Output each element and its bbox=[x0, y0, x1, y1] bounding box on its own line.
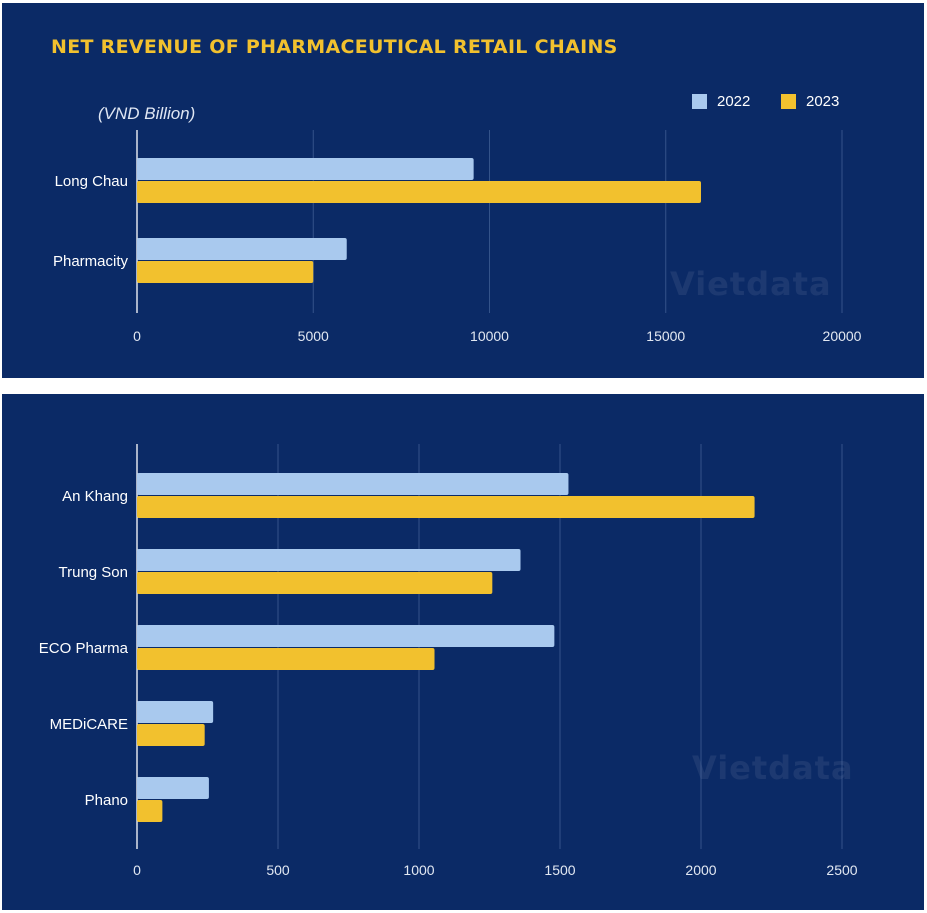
bar-medicare-2023 bbox=[137, 724, 205, 746]
x-tick-label: 5000 bbox=[298, 328, 329, 344]
legend-label-2023: 2023 bbox=[806, 93, 840, 110]
x-tick-label: 1000 bbox=[403, 862, 434, 878]
bar-medicare-2022 bbox=[137, 701, 214, 723]
x-tick-label: 10000 bbox=[470, 328, 509, 344]
bar-long-chau-2023 bbox=[137, 181, 701, 203]
x-tick-label: 20000 bbox=[823, 328, 862, 344]
bar-trung-son-2022 bbox=[137, 549, 521, 571]
x-tick-label: 2000 bbox=[685, 862, 716, 878]
category-label-medicare: MEDiCARE bbox=[50, 716, 128, 733]
bottom-chart-panel: Vietdata 0 500 1000 1500 2000 2500 An Khang Tru… bbox=[2, 394, 924, 910]
bar-an-khang-2022 bbox=[137, 473, 569, 495]
bar-trung-son-2023 bbox=[137, 572, 493, 594]
bar-phano-2022 bbox=[137, 777, 209, 799]
legend-swatch-2023 bbox=[781, 94, 796, 109]
bar-eco-pharma-2022 bbox=[137, 625, 555, 647]
bar-phano-2023 bbox=[137, 800, 163, 822]
x-tick-label: 15000 bbox=[646, 328, 685, 344]
unit-label: (VND Billion) bbox=[98, 104, 196, 123]
bar-eco-pharma-2023 bbox=[137, 648, 435, 670]
top-chart-panel: NET REVENUE OF PHARMACEUTICAL RETAIL CHA… bbox=[2, 3, 924, 378]
bottom-bar-chart: 0 500 1000 1500 2000 2500 An Khang Trung Son ECO… bbox=[39, 444, 858, 878]
legend-item-2022: 2022 bbox=[692, 93, 750, 110]
x-tick-label: 2500 bbox=[826, 862, 857, 878]
bar-pharmacity-2022 bbox=[137, 238, 347, 260]
bar-an-khang-2023 bbox=[137, 496, 755, 518]
top-bar-chart: 0 5000 10000 15000 20000 Long Chau Pharmacity bbox=[53, 130, 862, 344]
category-label-trung-son: Trung Son bbox=[59, 564, 129, 581]
legend-label-2022: 2022 bbox=[717, 93, 751, 110]
x-tick-label: 0 bbox=[133, 862, 141, 878]
x-tick-label: 0 bbox=[133, 328, 141, 344]
category-label-phano: Phano bbox=[85, 792, 128, 809]
category-label-an-khang: An Khang bbox=[62, 488, 128, 505]
bar-long-chau-2022 bbox=[137, 158, 474, 180]
category-label-eco-pharma: ECO Pharma bbox=[39, 640, 129, 657]
legend-item-2023: 2023 bbox=[781, 93, 839, 110]
category-label-long-chau: Long Chau bbox=[55, 173, 128, 190]
legend-swatch-2022 bbox=[692, 94, 707, 109]
x-tick-label: 500 bbox=[266, 862, 290, 878]
x-tick-label: 1500 bbox=[544, 862, 575, 878]
watermark-logo: Vietdata bbox=[670, 265, 832, 303]
bar-pharmacity-2023 bbox=[137, 261, 314, 283]
category-label-pharmacity: Pharmacity bbox=[53, 253, 129, 270]
watermark-logo: Vietdata bbox=[692, 749, 854, 787]
chart-title: NET REVENUE OF PHARMACEUTICAL RETAIL CHA… bbox=[51, 36, 618, 58]
